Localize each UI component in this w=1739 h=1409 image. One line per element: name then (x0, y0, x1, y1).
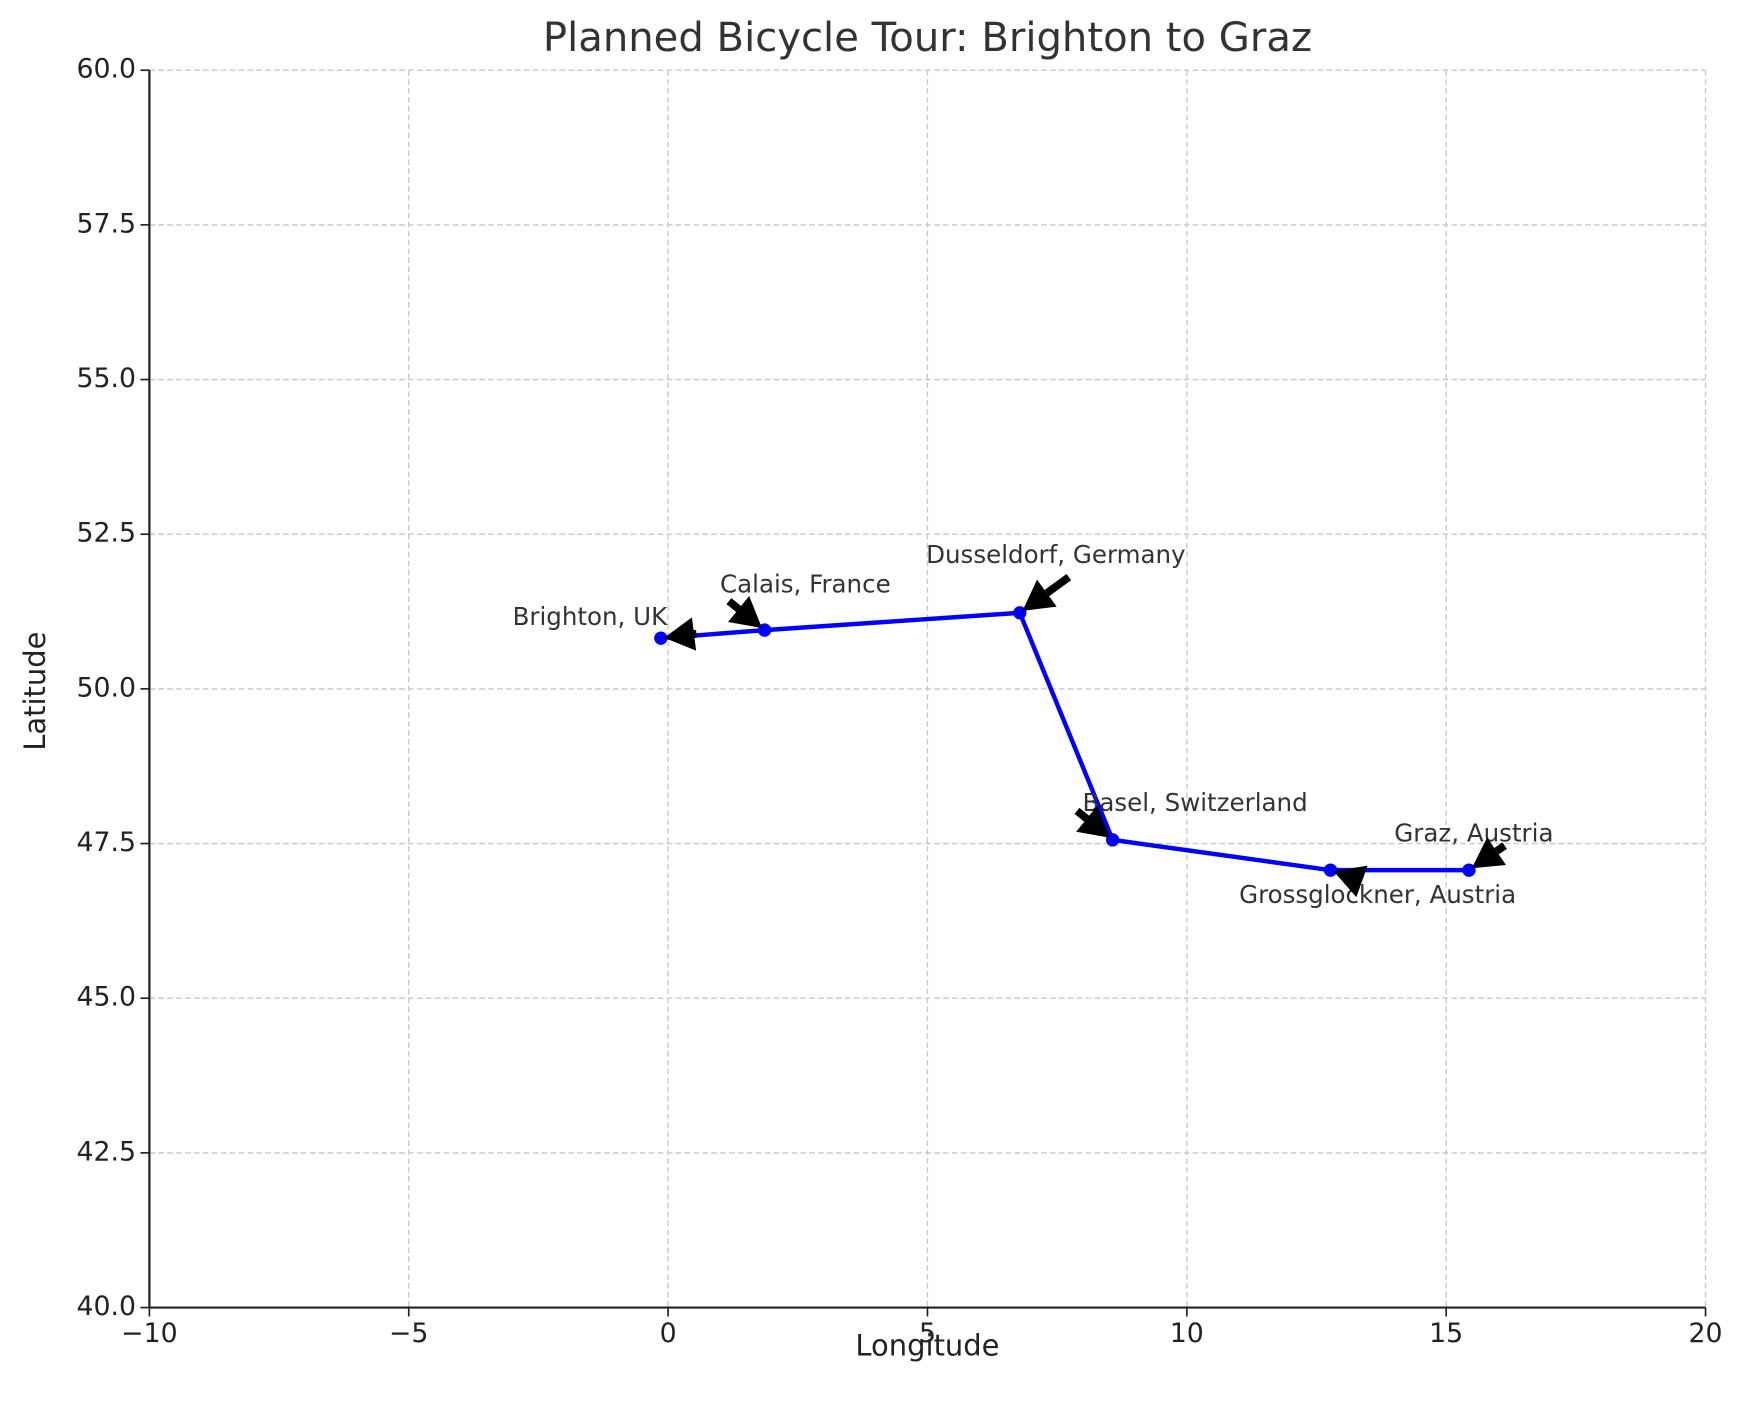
y-tick-label: 40.0 (76, 1291, 136, 1322)
x-tick-label: −5 (389, 1318, 428, 1349)
line (660, 610, 1470, 873)
annotation-arrow (1074, 807, 1090, 822)
annotation-arrowhead (1076, 805, 1111, 838)
annotation-arrow (726, 598, 742, 613)
annotation-arrowhead (1022, 579, 1057, 611)
x-tick-label: 20 (1689, 1318, 1723, 1349)
annotation: Graz, Austria (1394, 818, 1553, 847)
annotation-arrowhead (1333, 865, 1368, 898)
annotation-arrowhead (728, 596, 762, 629)
y-tick-label: 50.0 (76, 672, 136, 703)
x-tick-label: 0 (660, 1318, 677, 1349)
y-tick-label: 60.0 (76, 54, 136, 85)
y-tick-label: 47.5 (76, 827, 136, 858)
y-axis-label: Latitude (18, 632, 52, 751)
annotation-arrowhead (1471, 837, 1507, 869)
annotation: Calais, France (720, 570, 891, 599)
y-tick-label: 42.5 (76, 1136, 136, 1167)
x-tick-label: 5 (919, 1318, 936, 1349)
annotation: Brighton, UK (513, 602, 668, 631)
x-tick-label: 10 (1170, 1318, 1204, 1349)
point (1462, 863, 1476, 877)
annotation: Dusseldorf, Germany (926, 540, 1185, 569)
chart-title: Planned Bicycle Tour: Brighton to Graz (543, 15, 1312, 61)
annotation-arrow (1494, 842, 1507, 855)
point (1013, 606, 1027, 620)
point (654, 631, 668, 645)
y-tick-label: 57.5 (76, 208, 136, 239)
annotation: Grossglockner, Austria (1239, 880, 1516, 909)
point (1323, 863, 1338, 877)
y-tick-label: 55.0 (76, 363, 136, 394)
x-tick-label: −10 (121, 1318, 177, 1349)
annotation: Basel, Switzerland (1083, 788, 1308, 817)
y-tick-label: 45.0 (76, 982, 136, 1013)
y-tick-label: 52.5 (76, 518, 136, 549)
x-tick-label: 15 (1429, 1318, 1463, 1349)
annotation-arrow (1044, 573, 1072, 597)
annotation-arrowhead (664, 617, 697, 651)
x-axis-label: Longitude (855, 1329, 999, 1363)
